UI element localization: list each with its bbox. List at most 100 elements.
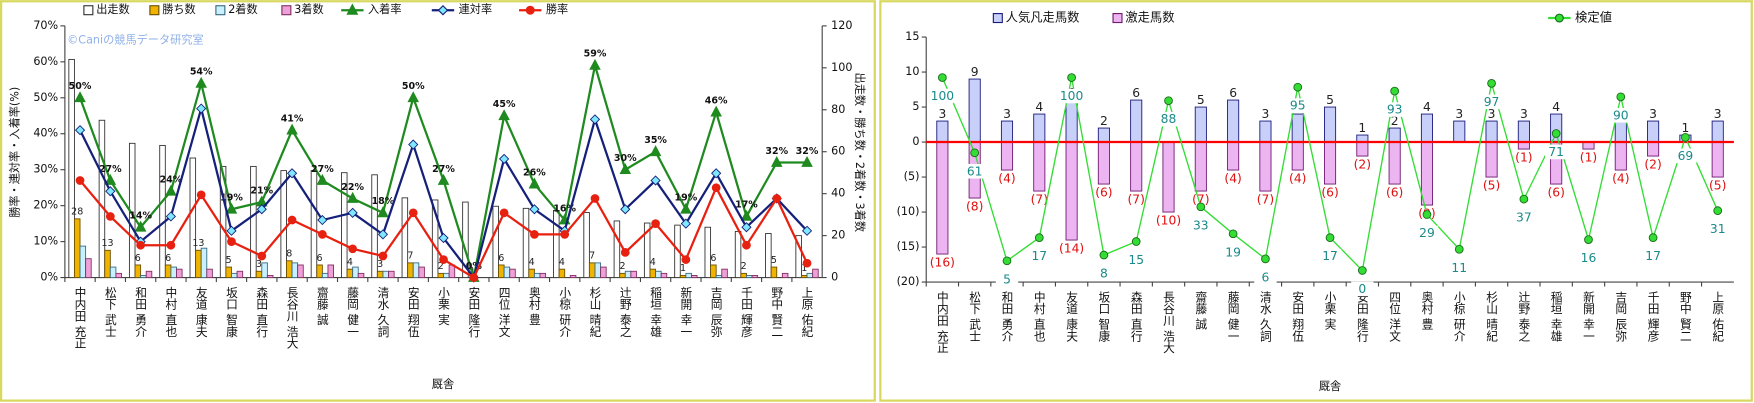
x-tick-label: 坂口 智康 [224,287,238,338]
x-tick-label: 小椋 研介 [558,287,572,338]
bar-label: 2 [438,261,444,272]
marker [1554,13,1564,23]
bar-label: (2) [1644,158,1661,172]
x-tick-label: 野中 賢二 [1678,291,1692,342]
legend-swatch [215,5,226,16]
legend-swatch [149,5,160,16]
line-label: 17 [1322,249,1338,263]
bar-label: (8) [966,199,983,213]
x-tick-label: 野中 賢二 [770,287,784,338]
x-tick-label: 小栗 実 [437,287,451,327]
bar [1259,120,1272,143]
x-tick-label: 清水 久詞 [376,287,390,338]
marker [589,58,601,70]
marker [590,194,600,203]
line-label: 33 [1193,218,1209,232]
bar [1420,141,1434,206]
bar [1356,141,1369,157]
bar [388,270,395,279]
marker [681,255,691,264]
bar-label: (4) [1289,171,1306,185]
bar [558,268,566,279]
marker [499,208,509,218]
line-label: 24% [160,175,183,186]
x-tick-label: 坂口 智康 [1097,291,1111,342]
bar-label: 3 [1520,107,1528,121]
line-label: 19% [674,193,697,204]
bar-label: 6 [165,253,171,264]
line-label: 32% [765,146,788,157]
marker [649,145,662,157]
bar-label: (2) [1354,158,1371,172]
marker [802,258,812,268]
label-box [1318,248,1342,264]
bar [250,165,257,279]
bar-label: 1 [680,263,686,274]
legend-label: 3着数 [294,2,323,16]
bar [1711,120,1724,143]
bar-label: 4 [347,257,353,268]
label-box [1706,221,1729,237]
bar [751,275,759,279]
x-tick-label: 藤岡 健一 [346,287,360,338]
bar [261,262,268,279]
marker [938,73,947,82]
bar [443,272,450,279]
x-tick-label: 杉山 晴紀 [588,286,602,337]
bar [1194,141,1207,192]
bar-label: 6 [317,253,323,264]
line-label: 19% [220,193,243,204]
line-label: 45% [493,99,516,110]
x-tick-label: 安田 隆行 [467,286,481,338]
line-label: 17 [1031,249,1047,263]
marker [1487,78,1496,88]
bar [1097,127,1110,143]
bar-label: 1 [1681,121,1689,135]
x-tick-label: 辻野 泰之 [618,286,632,337]
bar-label: 3 [1003,107,1011,121]
x-tick-label: 中村 直也 [164,286,178,337]
bar [219,165,227,279]
line-label: 5 [1003,272,1011,286]
marker [1357,266,1367,275]
bar [498,264,505,279]
marker [105,212,115,221]
line-label: 100 [1060,89,1083,103]
marker [469,273,479,282]
y2-tick-label: 40 [831,187,845,200]
marker [525,5,535,15]
bar [376,270,384,279]
bar [740,272,747,279]
bar [412,262,420,279]
bar [936,120,949,143]
marker [226,225,237,236]
x-tick-label: 千田 輝彦 [1646,291,1660,342]
y-tick-label: (20) [897,275,920,288]
watermark: ©Caniの競馬データ研究室 [67,32,204,46]
line-label: 18% [372,196,395,207]
marker [438,232,449,244]
bar [655,270,662,279]
line-label: 50% [69,81,92,92]
bar [418,266,425,279]
x-tick-label: 藤岡 健一 [1226,291,1240,342]
bar [236,270,244,279]
bar [643,222,651,279]
bar [1194,106,1207,143]
bar [159,144,166,279]
marker [1454,244,1464,254]
bar-label: 7 [589,251,595,262]
x-tick-label: 森田 直行 [1129,290,1143,342]
label-box [995,272,1019,287]
marker [1164,96,1173,106]
marker [225,202,238,214]
y2-tick-label: 20 [831,229,845,242]
marker [165,211,177,222]
bar-label: 7 [407,251,413,262]
marker [437,173,450,185]
bar [327,264,334,279]
line-label: 17 [1645,249,1661,263]
marker [256,204,267,215]
bar [79,245,87,279]
x-tick-label: 小椋 研介 [1452,291,1466,342]
